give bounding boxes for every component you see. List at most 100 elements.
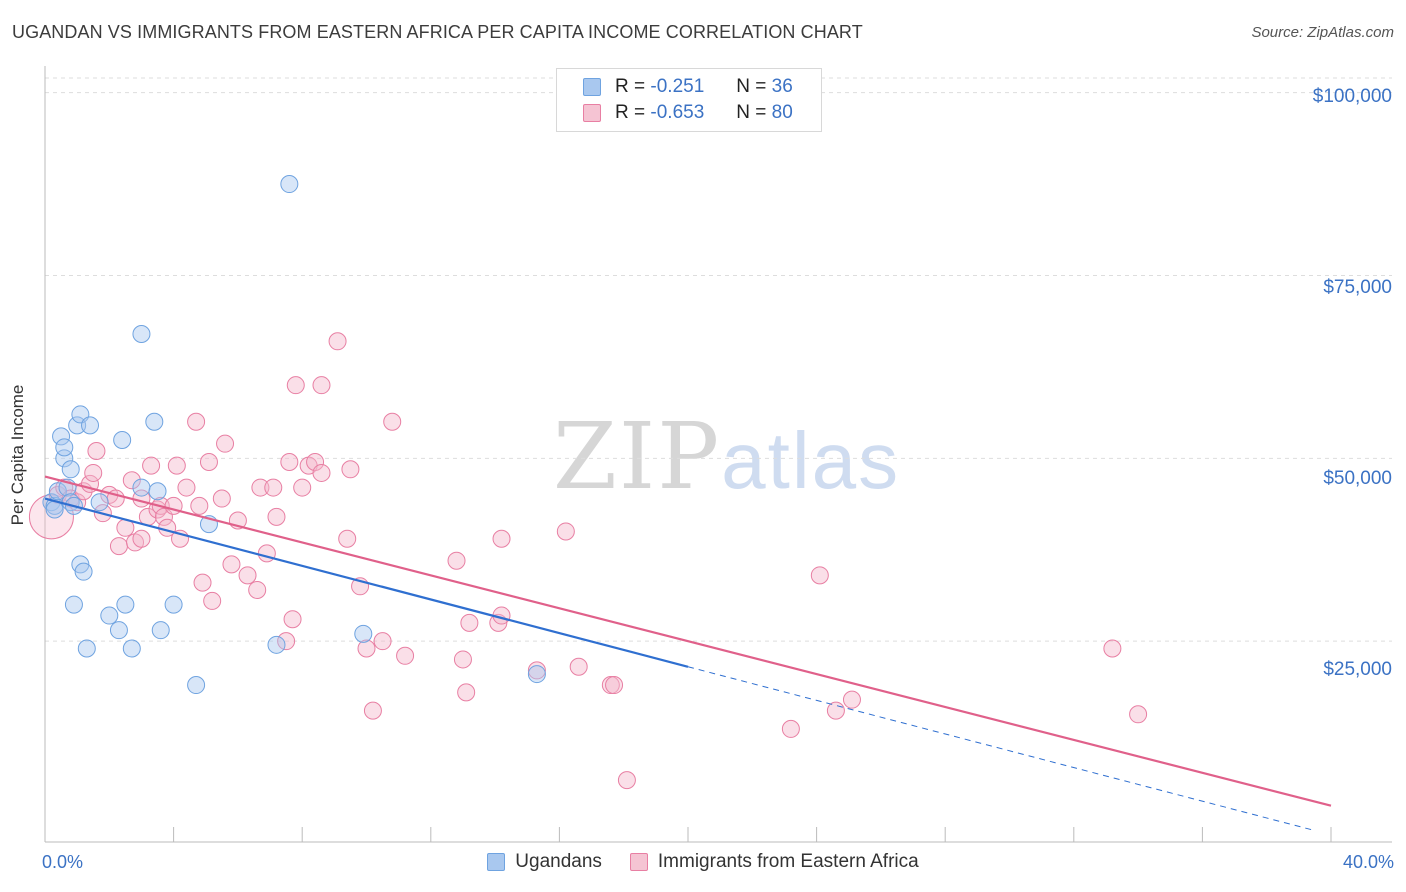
legend-n-value: 80 — [771, 102, 793, 123]
ugandans-point — [145, 412, 164, 431]
legend-item-ugandans: Ugandans — [487, 851, 602, 873]
legend-swatch-pink — [583, 104, 601, 122]
immigrants-point — [781, 719, 800, 738]
ugandans-point — [187, 676, 206, 695]
immigrants-point — [267, 507, 286, 526]
ugandans-point — [527, 665, 546, 684]
y-tick-75000: $75,000 — [1323, 277, 1392, 298]
immigrants-point — [293, 478, 312, 497]
immigrants-point — [199, 452, 218, 471]
legend-swatch-blue — [583, 78, 601, 96]
immigrants-point — [277, 632, 296, 651]
x-tick-max: 40.0% — [1342, 852, 1394, 872]
immigrants-point — [264, 478, 283, 497]
ugandans-point — [52, 427, 71, 446]
ugandans-point — [48, 482, 67, 501]
correlation-legend: R = -0.251 N = 36 R = -0.653 N = 80 — [556, 68, 822, 132]
immigrants-point — [312, 463, 331, 482]
ugandans-point — [74, 562, 93, 581]
ugandans-point — [81, 416, 100, 435]
ugandans-point — [132, 478, 151, 497]
immigrants-point — [826, 701, 845, 720]
ugandans-point — [77, 639, 96, 658]
immigrants-point — [460, 613, 479, 632]
immigrants-point — [283, 610, 302, 629]
immigrants-point — [216, 434, 235, 453]
ugandans-point — [122, 639, 141, 658]
watermark-atlas: atlas — [721, 416, 901, 505]
immigrants-point — [312, 376, 331, 395]
immigrants-point — [556, 522, 575, 541]
y-tick-100000: $100,000 — [1312, 86, 1392, 107]
immigrants-point — [842, 690, 861, 709]
immigrants-point — [617, 771, 636, 790]
legend-label-ugandans: Ugandans — [515, 851, 602, 872]
immigrants-point — [357, 639, 376, 658]
legend-r-value: -0.251 — [650, 76, 705, 97]
ugandans-point — [164, 595, 183, 614]
immigrants-point — [193, 573, 212, 592]
ugandans-trend-line — [44, 497, 689, 668]
immigrants-point — [84, 463, 103, 482]
grid-lines — [45, 77, 1392, 642]
immigrants-point — [167, 456, 186, 475]
immigrants-point — [222, 555, 241, 574]
immigrants-point — [457, 683, 476, 702]
immigrants-point — [212, 489, 231, 508]
immigrants-point — [453, 650, 472, 669]
immigrants-point — [363, 701, 382, 720]
immigrants-point — [341, 460, 360, 479]
immigrants-point — [1103, 639, 1122, 658]
ugandans-point — [151, 621, 170, 640]
ugandans-point — [116, 595, 135, 614]
immigrants-point — [280, 452, 299, 471]
immigrants-point — [605, 676, 624, 695]
watermark-zip: ZIP — [553, 403, 722, 510]
immigrants-point — [569, 657, 588, 676]
x-tick-min: 0.0% — [42, 852, 84, 872]
immigrants-point — [203, 591, 222, 610]
immigrants-point — [248, 580, 267, 599]
watermark: ZIPatlas — [553, 403, 900, 510]
legend-swatch-blue — [487, 853, 506, 871]
legend-n-label: N = — [736, 76, 767, 97]
legend-n-label: N = — [736, 102, 767, 123]
immigrants-point — [286, 376, 305, 395]
legend-r-label: R = — [615, 76, 646, 97]
immigrants-point — [447, 551, 466, 570]
legend-row-immigrants: R = -0.653 N = 80 — [583, 102, 793, 124]
ugandans-point — [354, 624, 373, 643]
immigrants-point — [328, 332, 347, 351]
ugandans-point — [55, 449, 74, 468]
legend-swatch-pink — [629, 853, 648, 871]
legend-r-label: R = — [615, 102, 646, 123]
immigrants-points — [28, 332, 1148, 790]
immigrants-point — [187, 412, 206, 431]
y-tick-50000: $50,000 — [1323, 468, 1392, 489]
immigrants-point — [1129, 705, 1148, 724]
ugandans-point — [55, 438, 74, 457]
legend-row-ugandans: R = -0.251 N = 36 — [583, 76, 793, 98]
chart-title: UGANDAN VS IMMIGRANTS FROM EASTERN AFRIC… — [12, 22, 863, 42]
immigrants-point — [109, 537, 128, 556]
y-tick-25000: $25,000 — [1323, 659, 1392, 680]
y-axis-label: Per Capita Income — [8, 384, 27, 526]
ugandans-point — [132, 324, 151, 343]
ugandans-point — [68, 416, 87, 435]
legend-item-immigrants: Immigrants from Eastern Africa — [629, 851, 919, 873]
ugandans-point — [148, 482, 167, 501]
ugandans-point — [100, 606, 119, 625]
ugandans-point — [113, 431, 132, 450]
source-label: Source: ZipAtlas.com — [1251, 24, 1394, 41]
immigrants-point — [132, 529, 151, 548]
ugandans-point — [280, 175, 299, 194]
axes — [44, 66, 1392, 843]
immigrants-point — [383, 412, 402, 431]
immigrants-point — [396, 646, 415, 665]
immigrants-point — [257, 544, 276, 563]
ugandans-point — [109, 621, 128, 640]
immigrants-point — [251, 478, 270, 497]
immigrants-point — [122, 471, 141, 490]
ugandans-trend-extension — [687, 666, 1316, 832]
ugandans-point — [64, 595, 83, 614]
